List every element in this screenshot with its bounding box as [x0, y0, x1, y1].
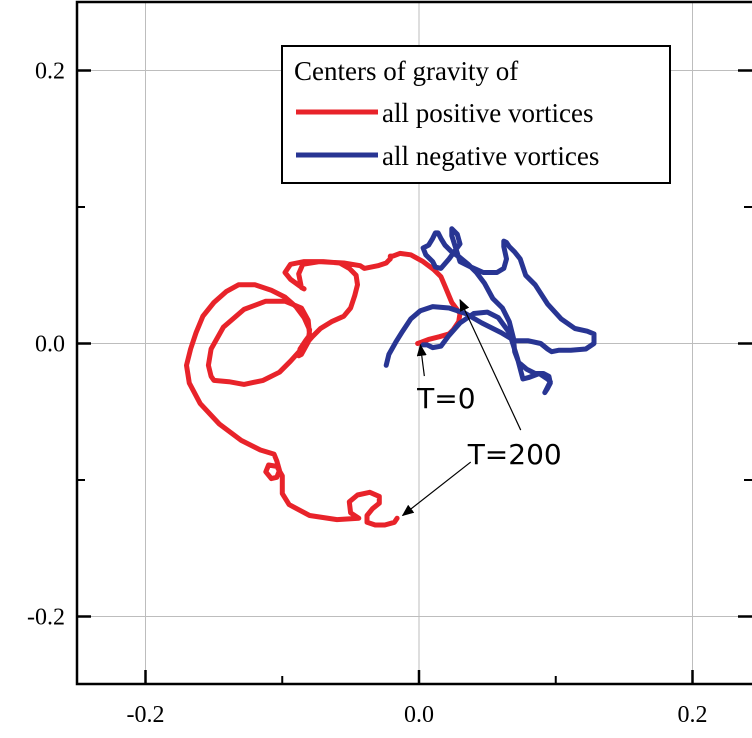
legend: Centers of gravity of all positive vortic…: [281, 45, 671, 184]
y-tick-label: 0.2: [35, 59, 65, 85]
y-tick-label: 0.0: [35, 332, 65, 358]
x-tick-label: 0.2: [678, 702, 708, 728]
x-tick-label: 0.0: [404, 702, 434, 728]
annotation-arrow: [416, 343, 427, 377]
legend-label: all negative vortices: [382, 141, 599, 171]
annotations: T=0 T=200: [401, 298, 562, 517]
annotation-arrow: [459, 298, 522, 431]
series-layer: [184, 226, 597, 528]
legend-title: Centers of gravity of: [294, 56, 518, 86]
y-tick-label: -0.2: [27, 605, 65, 631]
positive-vortices-line: [184, 250, 463, 528]
negative-vortices-line: [383, 226, 597, 396]
annotation-label: T=0: [416, 382, 475, 415]
annotation-arrow: [401, 461, 472, 517]
annotation-label: T=200: [467, 438, 562, 471]
legend-label: all positive vortices: [382, 98, 593, 128]
axis-ticks: -0.2 0.0 0.2 0.2 0.0 -0.2: [27, 59, 752, 728]
x-tick-label: -0.2: [127, 702, 165, 728]
legend-box: [281, 45, 671, 184]
